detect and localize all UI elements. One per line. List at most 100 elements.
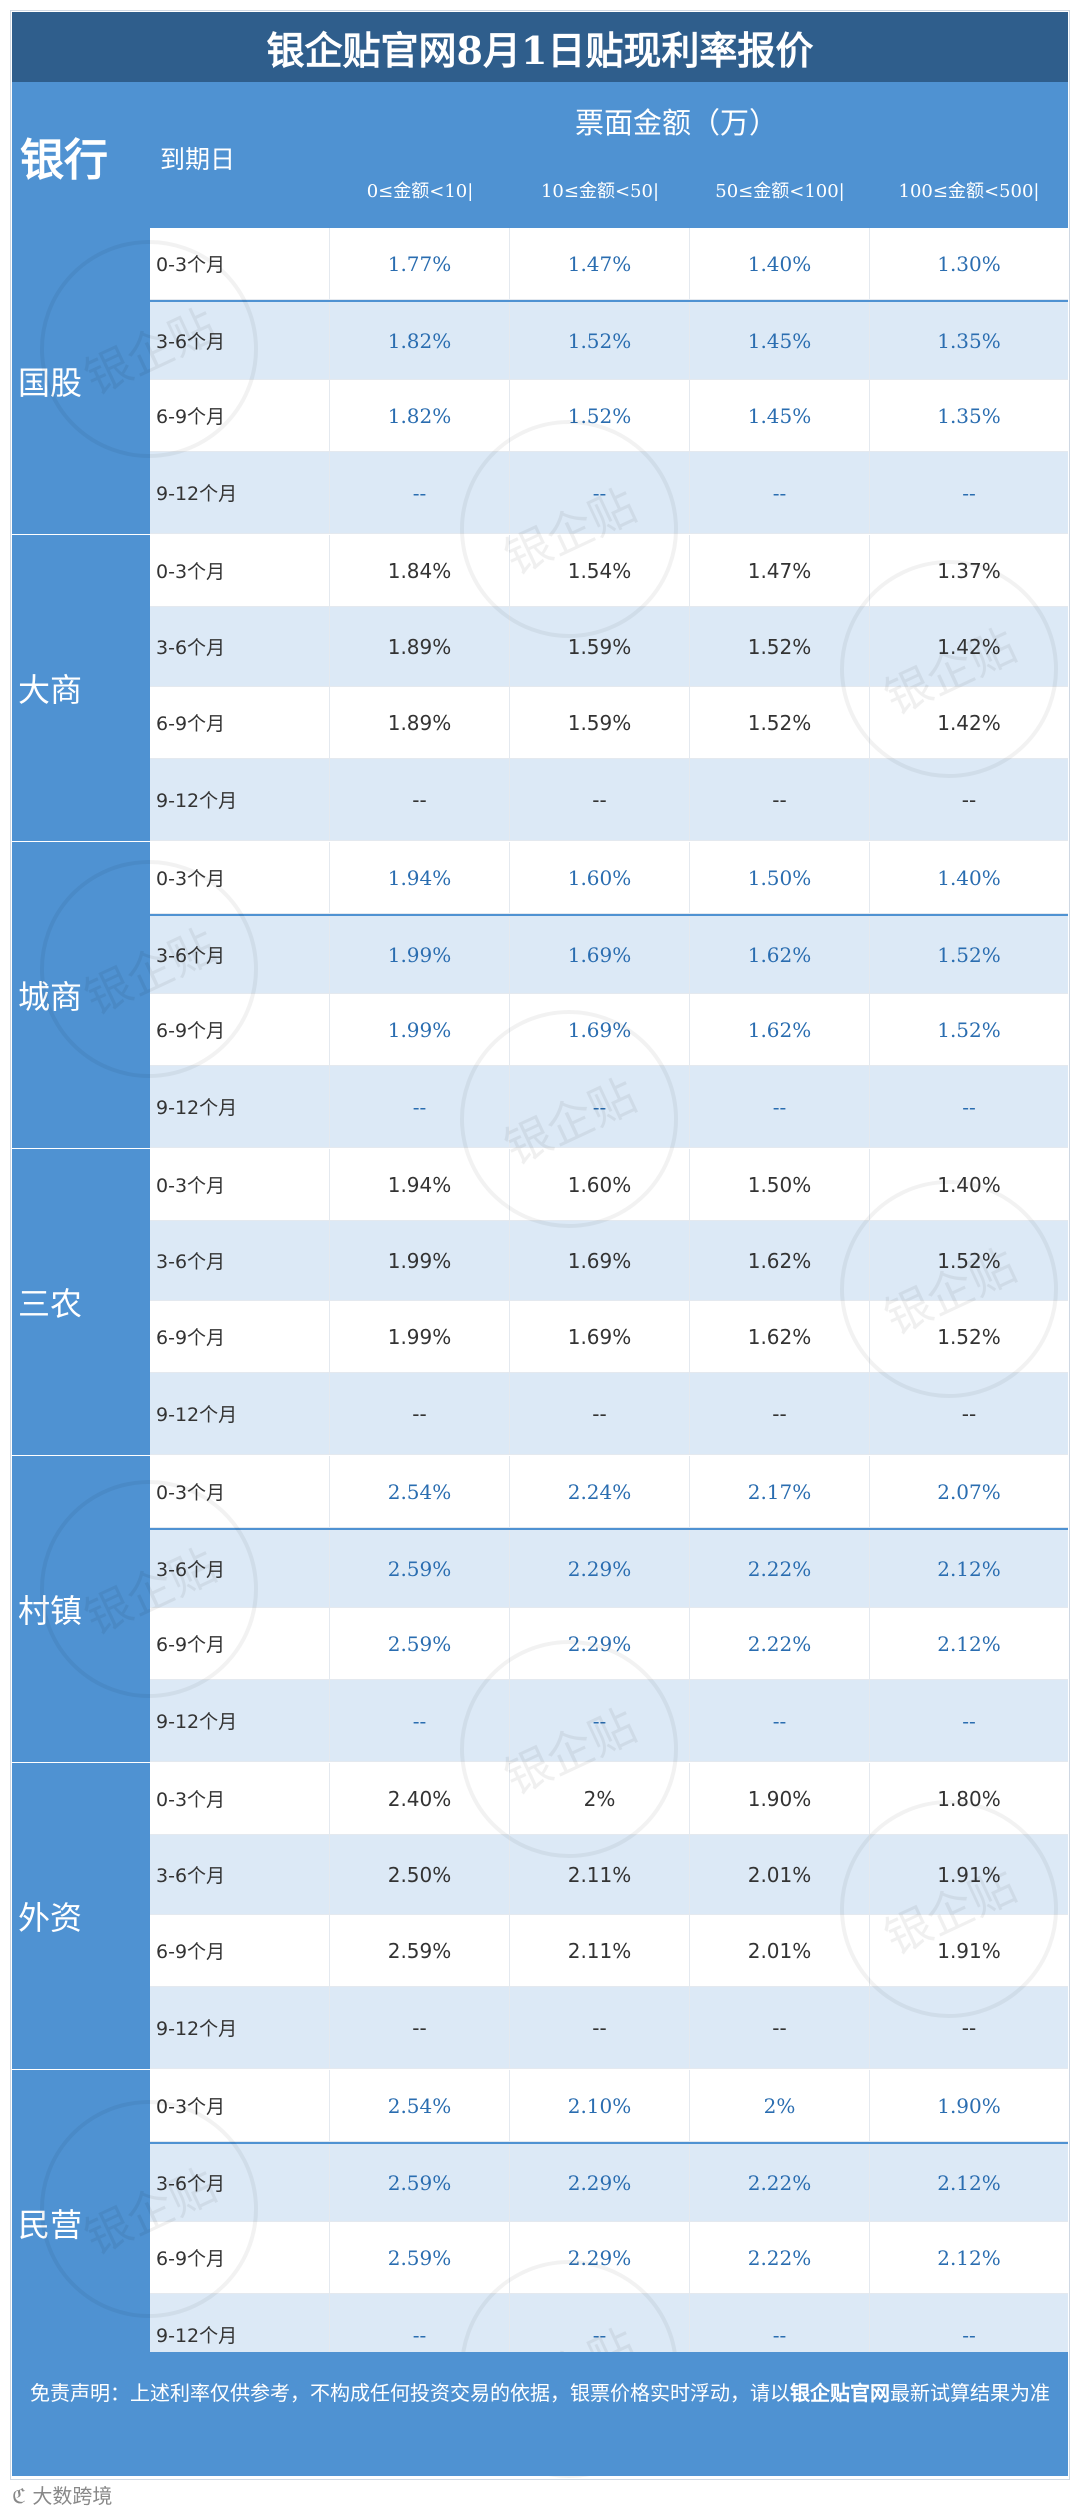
rate-cell: 1.52% — [937, 1248, 1001, 1273]
rate-cell: 2.17% — [690, 1456, 870, 1527]
rate-cell: 2.11% — [510, 1915, 690, 1986]
due-cell: 6-9个月 — [150, 1915, 330, 1986]
rate-cell: 1.62% — [690, 994, 870, 1065]
table-row: 9-12个月 -- -- -- -- — [150, 452, 1068, 534]
rate-cell: 2.59% — [330, 1530, 510, 1607]
rate-cell: 2.54% — [330, 2070, 510, 2141]
rate-cell: -- — [961, 2015, 977, 2040]
bank-group-label: 村镇 — [12, 1456, 150, 1762]
source-text: 大数跨境 — [32, 2484, 113, 2508]
rate-cell: 1.77% — [330, 228, 510, 299]
table-row: 6-9个月 1.99% 1.69% 1.62% 1.52% — [150, 994, 1068, 1066]
table-row: 3-6个月 1.99% 1.69% 1.62% 1.52% — [150, 914, 1068, 994]
rate-cell: 1.35% — [937, 403, 1001, 428]
rate-cell: 1.62% — [690, 916, 870, 993]
rate-cell: -- — [690, 759, 870, 840]
rate-cell: -- — [510, 452, 690, 533]
table-row: 0-3个月 1.94% 1.60% 1.50% 1.40% — [150, 842, 1068, 914]
rate-cell: 1.99% — [330, 916, 510, 993]
rate-cell: 2.29% — [510, 1608, 690, 1679]
rate-cell: 1.52% — [937, 942, 1001, 967]
rate-cell: 1.90% — [690, 1763, 870, 1834]
rate-cell: 1.42% — [937, 710, 1001, 735]
rate-cell: -- — [330, 2294, 510, 2375]
rate-cell: 2.01% — [690, 1835, 870, 1914]
rate-cell: 1.30% — [937, 251, 1001, 276]
table-row: 6-9个月 2.59% 2.29% 2.22% 2.12% — [150, 2222, 1068, 2294]
bank-group-label: 城商 — [12, 842, 150, 1148]
due-cell: 6-9个月 — [150, 1301, 330, 1372]
due-cell: 9-12个月 — [150, 2294, 330, 2375]
bank-name: 大商 — [18, 671, 83, 709]
due-cell: 9-12个月 — [150, 1373, 330, 1454]
rate-cell: 1.60% — [510, 842, 690, 913]
rate-cell: -- — [510, 1987, 690, 2068]
source-logo: ℭ 大数跨境 — [12, 2484, 113, 2508]
rate-cell: -- — [961, 1401, 977, 1426]
rate-cell: 2.29% — [510, 2222, 690, 2293]
rate-cell: 1.69% — [510, 1301, 690, 1372]
rate-cell: 1.62% — [690, 1301, 870, 1372]
rate-cell: 1.40% — [690, 228, 870, 299]
rate-cell: 1.82% — [330, 380, 510, 451]
rate-cell: 1.69% — [510, 916, 690, 993]
rate-cell: 1.69% — [510, 1221, 690, 1300]
rate-cell: 1.52% — [510, 380, 690, 451]
rate-cell: 1.35% — [937, 328, 1001, 353]
rate-cell: 2.54% — [330, 1456, 510, 1527]
rate-cell: -- — [690, 1680, 870, 1761]
rate-cell: 1.82% — [330, 302, 510, 379]
face-amount-header: 票面金额（万） — [575, 106, 779, 140]
rate-cell: 2% — [690, 2070, 870, 2141]
rate-cell: 1.59% — [510, 607, 690, 686]
table-row: 6-9个月 1.82% 1.52% 1.45% 1.35% — [150, 380, 1068, 452]
rate-cell: 2.29% — [510, 1530, 690, 1607]
rate-cell: 1.42% — [937, 634, 1001, 659]
rate-cell: 2.24% — [510, 1456, 690, 1527]
rate-cell: 1.91% — [937, 1862, 1001, 1887]
rate-cell: -- — [962, 1708, 976, 1733]
due-cell: 9-12个月 — [150, 1680, 330, 1761]
due-cell: 6-9个月 — [150, 380, 330, 451]
table-row: 6-9个月 1.89% 1.59% 1.52% 1.42% — [150, 687, 1068, 759]
table-row: 6-9个月 2.59% 2.11% 2.01% 1.91% — [150, 1915, 1068, 1987]
bank-group-label: 三农 — [12, 1149, 150, 1455]
table-row: 0-3个月 1.94% 1.60% 1.50% 1.40% — [150, 1149, 1068, 1221]
rate-cell: 2.40% — [330, 1763, 510, 1834]
rate-cell: -- — [961, 787, 977, 812]
due-cell: 3-6个月 — [150, 302, 330, 379]
rate-cell: 1.52% — [937, 1017, 1001, 1042]
bank-header-label: 银行 — [20, 135, 108, 186]
bank-group-label: 大商 — [12, 535, 150, 841]
rate-cell: 1.62% — [690, 1221, 870, 1300]
rate-cell: 1.47% — [690, 535, 870, 606]
rate-cell: 1.59% — [510, 687, 690, 758]
rate-cell: 2.22% — [690, 2144, 870, 2221]
bank-name: 城商 — [18, 978, 83, 1016]
table-header: 到期日 票面金额（万） 0≤金额<10| 10≤金额<50| 50≤金额<100… — [150, 82, 1068, 228]
rate-cell: 2.11% — [510, 1835, 690, 1914]
due-cell: 0-3个月 — [150, 842, 330, 913]
rate-cell: 2.01% — [690, 1915, 870, 1986]
bank-group-label: 国股 — [12, 228, 150, 534]
rate-cell: 2.59% — [330, 1915, 510, 1986]
rate-cell: 1.99% — [330, 1221, 510, 1300]
rate-cell: 1.80% — [937, 1786, 1001, 1811]
rate-cell: -- — [690, 1987, 870, 2068]
bank-name: 国股 — [18, 364, 83, 402]
rate-cell: 1.52% — [937, 1324, 1001, 1349]
due-cell: 6-9个月 — [150, 2222, 330, 2293]
rate-cell: -- — [962, 480, 976, 505]
range-header-1: 10≤金额<50| — [540, 181, 660, 202]
rate-cell: -- — [690, 2294, 870, 2375]
rate-cell: 2.59% — [330, 2144, 510, 2221]
rate-sheet — [10, 10, 1070, 2480]
rate-cell: 1.50% — [690, 1149, 870, 1220]
due-cell: 9-12个月 — [150, 452, 330, 533]
rate-cell: 2.29% — [510, 2144, 690, 2221]
table-row: 9-12个月 -- -- -- -- — [150, 759, 1068, 841]
due-cell: 3-6个月 — [150, 1221, 330, 1300]
rate-cell: 1.52% — [690, 687, 870, 758]
rate-cell: -- — [962, 2322, 976, 2347]
rate-cell: 2.59% — [330, 2222, 510, 2293]
